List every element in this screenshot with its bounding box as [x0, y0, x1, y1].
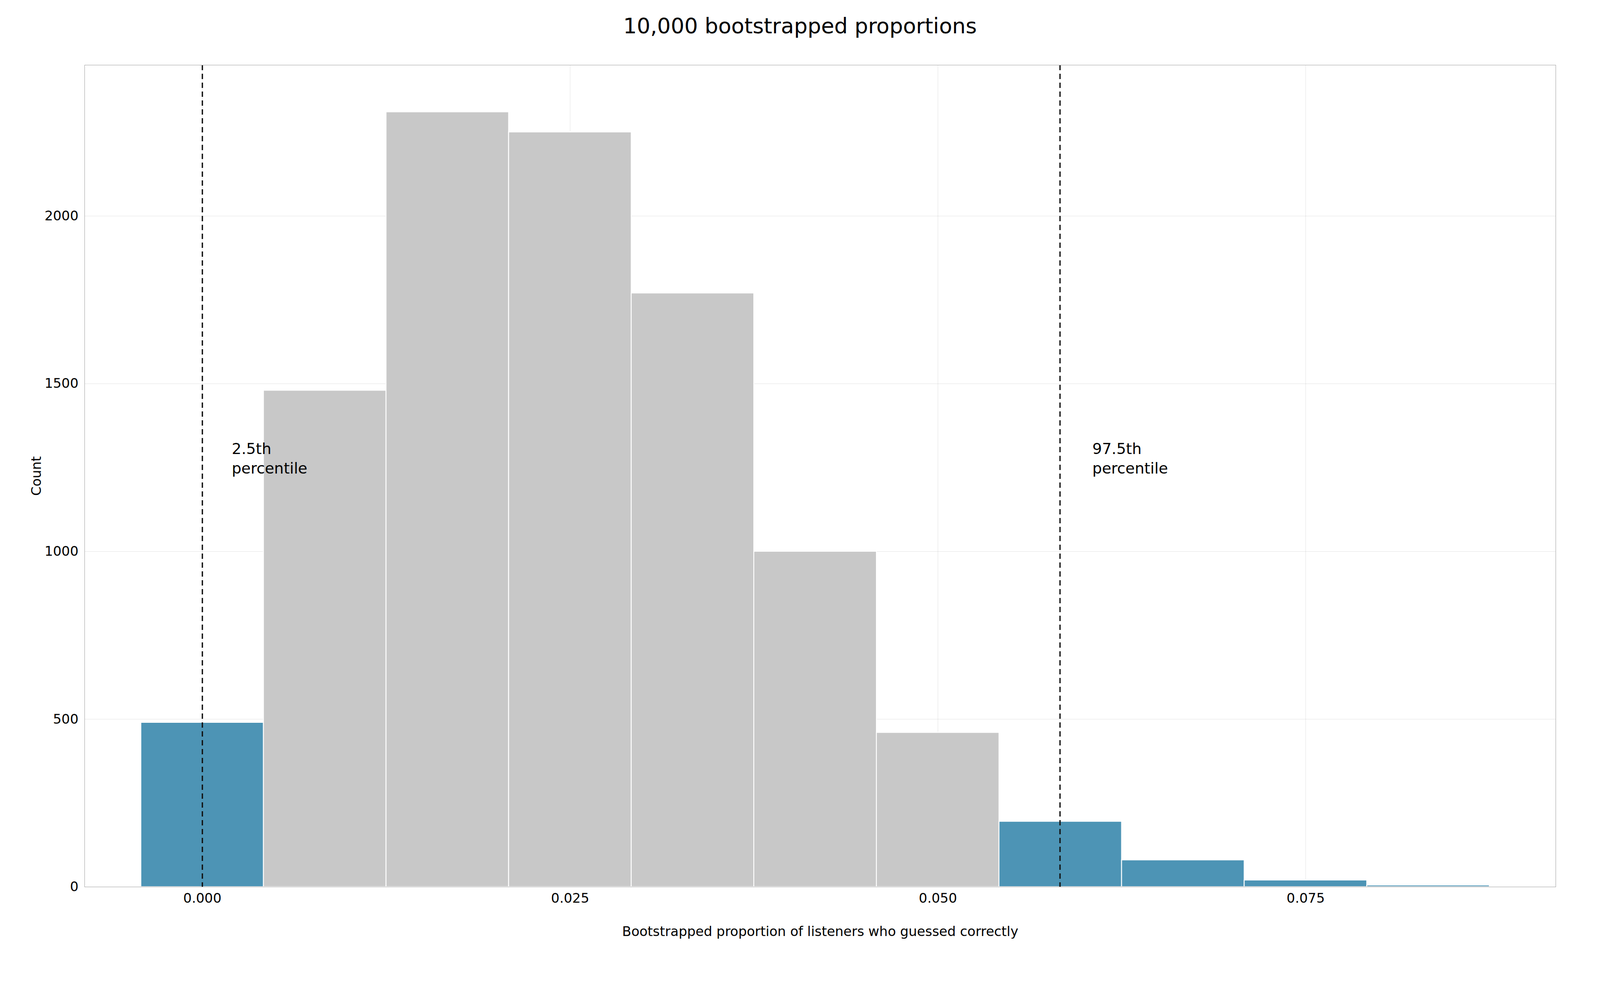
svg-text:0.050: 0.050 [918, 890, 957, 907]
svg-text:Count: Count [28, 456, 44, 496]
svg-text:0.075: 0.075 [1286, 890, 1325, 907]
svg-text:Bootstrapped proportion of lis: Bootstrapped proportion of listeners who… [622, 924, 1019, 940]
svg-text:2000: 2000 [44, 208, 79, 224]
svg-text:0: 0 [69, 879, 79, 895]
html-text:10,000 bootstrapped proportion: 10,000 bootstrapped proportions [623, 13, 977, 39]
svg-text:97.5thpercentile: 97.5thpercentile [1092, 440, 1168, 478]
svg-text:1000: 1000 [44, 543, 79, 560]
svg-text:0.025: 0.025 [551, 890, 590, 907]
svg-text:500: 500 [52, 711, 79, 728]
svg-text:2.5thpercentile: 2.5thpercentile [232, 440, 308, 478]
svg-text:0.000: 0.000 [183, 890, 222, 907]
svg-text:1500: 1500 [44, 375, 79, 392]
